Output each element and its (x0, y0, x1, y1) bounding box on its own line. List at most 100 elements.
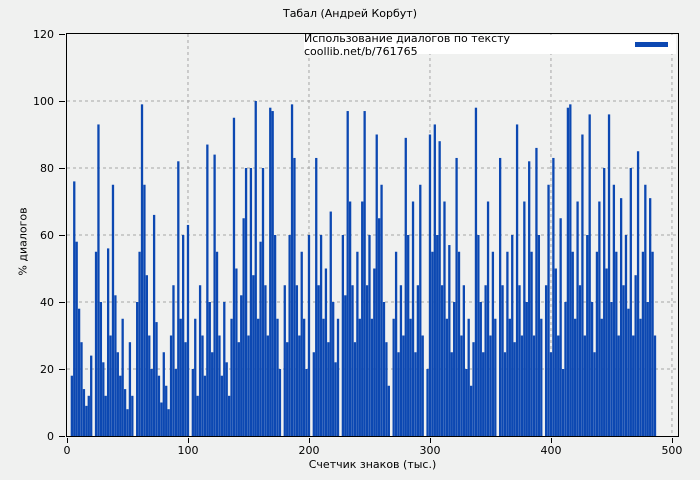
bar (75, 241, 78, 436)
bar (295, 285, 299, 436)
bar (162, 352, 165, 436)
bar (537, 235, 541, 436)
bar (150, 369, 153, 436)
bar (119, 375, 122, 436)
bar (266, 335, 269, 436)
bar (440, 285, 444, 436)
bar (462, 285, 465, 436)
bar (375, 134, 378, 436)
bar (644, 184, 647, 436)
bar (380, 184, 383, 436)
bar (182, 235, 185, 436)
bar (436, 235, 439, 436)
bar (80, 342, 83, 436)
bar (128, 342, 132, 436)
bar (247, 335, 250, 436)
bar (307, 235, 311, 436)
bar (293, 157, 296, 436)
bar (177, 161, 180, 436)
legend-swatch-icon (635, 42, 668, 47)
bar (489, 335, 492, 436)
bar (223, 302, 226, 436)
bar (624, 235, 628, 436)
bar (102, 362, 105, 436)
bar (215, 251, 219, 436)
bar (511, 235, 514, 436)
bar (404, 137, 407, 436)
x-tick-mark (308, 438, 310, 443)
bar (213, 154, 216, 436)
bar (273, 235, 277, 436)
chart-title: Табал (Андрей Корбут) (282, 7, 418, 20)
bar (532, 335, 536, 436)
bar (242, 218, 245, 436)
bar (351, 285, 354, 436)
bar (649, 198, 652, 436)
bar (438, 141, 441, 436)
bar (472, 342, 475, 436)
bar (198, 285, 202, 436)
bar (116, 352, 119, 436)
x-tick-mark (67, 438, 68, 443)
bar (332, 302, 335, 436)
bar (651, 251, 654, 436)
bar (201, 335, 204, 436)
bar (278, 369, 282, 436)
bar (426, 369, 429, 436)
bar (590, 302, 594, 436)
bar (515, 124, 519, 436)
bar (382, 302, 386, 436)
bar (605, 268, 608, 436)
bar (249, 168, 253, 436)
bar (363, 111, 366, 436)
y-tick-label: 100 (33, 95, 54, 108)
bar (184, 342, 187, 436)
bar (114, 295, 117, 436)
x-tick-label: 500 (661, 444, 683, 457)
y-tick-mark (59, 168, 65, 169)
bar (603, 168, 606, 436)
plot-svg (67, 34, 678, 436)
bar (469, 385, 473, 436)
bar (174, 369, 178, 436)
bar (583, 335, 586, 436)
bar (528, 161, 531, 436)
bar (467, 318, 470, 436)
bar (443, 201, 446, 436)
x-tick-label: 400 (540, 444, 562, 457)
bar (290, 104, 294, 436)
bar (152, 214, 156, 436)
bar (407, 235, 410, 436)
bar (131, 395, 134, 436)
bar (121, 318, 124, 436)
x-tick-mark (187, 438, 189, 443)
bar (453, 302, 456, 436)
bar (286, 342, 289, 436)
bar (77, 308, 81, 436)
bar (99, 302, 103, 436)
bar (148, 335, 151, 436)
bar (87, 395, 90, 436)
bar (324, 268, 328, 436)
bar (194, 318, 197, 436)
bar (615, 251, 618, 436)
bar (235, 268, 238, 436)
bar (569, 104, 572, 436)
bar (368, 235, 371, 436)
bar (358, 318, 361, 436)
bar (607, 114, 611, 436)
bar (576, 201, 579, 436)
bar (549, 352, 553, 436)
bar (559, 218, 562, 436)
bar (218, 335, 221, 436)
bar (622, 285, 625, 436)
bar (641, 251, 645, 436)
bar (632, 335, 635, 436)
legend: Использование диалогов по тексту coollib… (304, 32, 676, 58)
bar (399, 285, 403, 436)
bar (646, 302, 649, 436)
bar (136, 302, 139, 436)
bar (196, 395, 199, 436)
bar (571, 251, 574, 436)
